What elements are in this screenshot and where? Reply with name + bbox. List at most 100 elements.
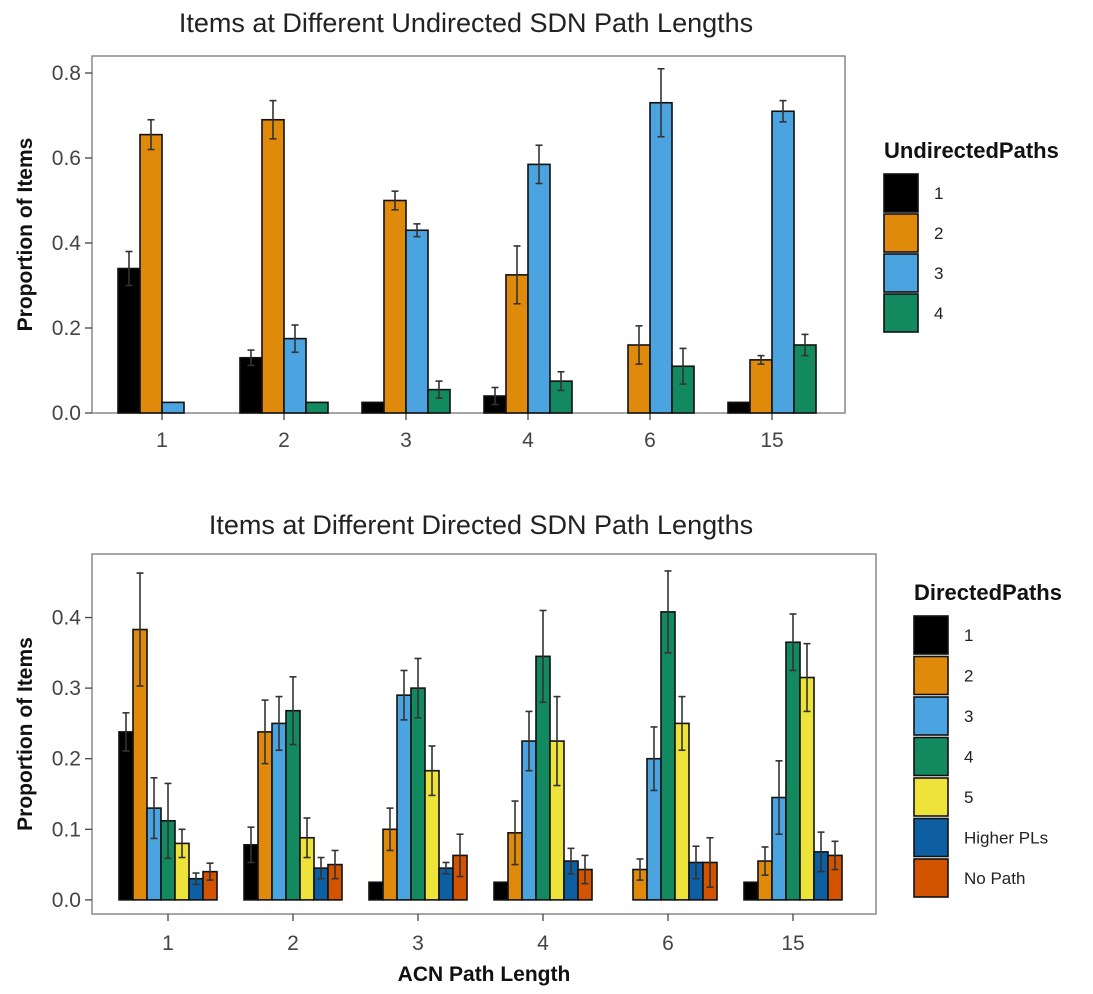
x-tick-label: 15 — [781, 932, 804, 955]
bar-3-4 — [527, 163, 551, 414]
plot-panel — [91, 55, 846, 414]
x-tick-label: 15 — [760, 429, 783, 452]
chart-title: Items at Different Directed SDN Path Len… — [209, 510, 753, 540]
error-bar — [125, 250, 133, 287]
error-bar — [557, 370, 565, 392]
y-axis-label: Proportion of Items — [14, 138, 37, 332]
legend-label: 5 — [964, 788, 973, 807]
bar-3-15 — [771, 110, 795, 414]
error-bar — [150, 776, 158, 840]
legend-label: 1 — [964, 626, 973, 645]
x-axis-label: ACN Path Length — [398, 963, 571, 986]
bar-1-1 — [117, 267, 141, 414]
error-bar — [164, 782, 172, 860]
error-bar — [692, 845, 700, 880]
y-tick-label: 0.4 — [52, 607, 82, 630]
x-tick-label: 1 — [162, 932, 174, 955]
error-bar — [761, 846, 769, 876]
legend-swatch — [883, 173, 919, 213]
error-bar — [391, 190, 399, 211]
error-bar — [525, 710, 533, 772]
y-tick-label: 0.8 — [52, 62, 81, 85]
error-bar — [535, 144, 543, 185]
legend-label: No Path — [964, 869, 1025, 888]
error-bar — [122, 712, 130, 752]
bar-1-15 — [743, 881, 759, 901]
bar-1-15 — [727, 401, 751, 414]
chart-title: Items at Different Undirected SDN Path L… — [179, 8, 753, 38]
error-bar — [206, 862, 214, 881]
chart-1: Items at Different Undirected SDN Path L… — [14, 8, 1059, 452]
legend-label: 4 — [964, 748, 973, 767]
error-bar — [178, 828, 186, 859]
error-bar — [147, 118, 155, 151]
legend-label: 3 — [934, 264, 943, 283]
x-tick-label: 6 — [662, 932, 674, 955]
error-bar — [539, 609, 547, 704]
y-tick-label: 0.4 — [52, 232, 82, 255]
y-tick-label: 0.0 — [52, 889, 81, 912]
error-bar — [513, 245, 521, 305]
legend-swatch — [913, 817, 949, 858]
x-tick-label: 4 — [537, 932, 549, 955]
error-bar — [706, 836, 714, 888]
error-bar — [414, 657, 422, 719]
error-bar — [664, 570, 672, 654]
legend: UndirectedPaths 1 2 3 4 — [883, 138, 1059, 333]
bar-2-1 — [139, 133, 163, 414]
error-bar — [779, 99, 787, 123]
x-tick-label: 2 — [287, 932, 299, 955]
legend-label: 2 — [934, 224, 943, 243]
error-bar — [831, 840, 839, 871]
x-tick-label: 6 — [644, 429, 656, 452]
y-tick-label: 0.2 — [52, 748, 81, 771]
error-bar — [567, 847, 575, 875]
error-bar — [386, 807, 394, 852]
x-tick-label: 3 — [412, 932, 424, 955]
chart-2: Items at Different Directed SDN Path Len… — [14, 510, 1062, 986]
error-bar — [331, 849, 339, 880]
error-bar — [247, 826, 255, 864]
error-bar — [192, 872, 200, 886]
bar-3-1 — [161, 401, 185, 414]
bar-1-4 — [493, 881, 509, 901]
error-bar — [678, 695, 686, 752]
bar-4-15 — [785, 641, 801, 901]
legend-label: 2 — [964, 667, 973, 686]
error-bar — [650, 726, 658, 792]
error-bar — [400, 669, 408, 721]
error-bar — [269, 99, 277, 140]
legend: DirectedPaths 1 2 3 4 5 Higher PLs No Path — [913, 580, 1062, 898]
y-tick-label: 0.2 — [52, 317, 81, 340]
y-tick-label: 0.0 — [52, 402, 81, 425]
error-bar — [789, 613, 797, 672]
bar-4-3 — [410, 687, 426, 901]
legend-label: 3 — [964, 707, 973, 726]
legend-swatch — [913, 655, 949, 696]
error-bar — [317, 856, 325, 880]
error-bar — [679, 347, 687, 385]
legend-label: Higher PLs — [964, 829, 1048, 848]
y-tick-label: 0.1 — [52, 818, 81, 841]
error-bar — [136, 572, 144, 687]
bar-3-6 — [649, 101, 673, 414]
error-bar — [428, 745, 436, 797]
error-bar — [511, 800, 519, 866]
bar-2-2 — [261, 118, 285, 414]
error-bar — [435, 380, 443, 399]
error-bar — [291, 324, 299, 354]
error-bar — [657, 67, 665, 138]
y-axis-label: Proportion of Items — [14, 637, 37, 831]
y-tick-label: 0.6 — [52, 147, 81, 170]
y-tick-label: 0.3 — [52, 677, 81, 700]
legend-label: 1 — [934, 184, 943, 203]
error-bar — [636, 858, 644, 881]
bar-3-3 — [405, 229, 429, 414]
x-tick-label: 2 — [278, 429, 290, 452]
legend-swatch — [913, 858, 949, 898]
x-tick-label: 1 — [156, 429, 168, 452]
error-bar — [801, 333, 809, 357]
legend-title: DirectedPaths — [914, 580, 1062, 605]
error-bar — [775, 760, 783, 836]
